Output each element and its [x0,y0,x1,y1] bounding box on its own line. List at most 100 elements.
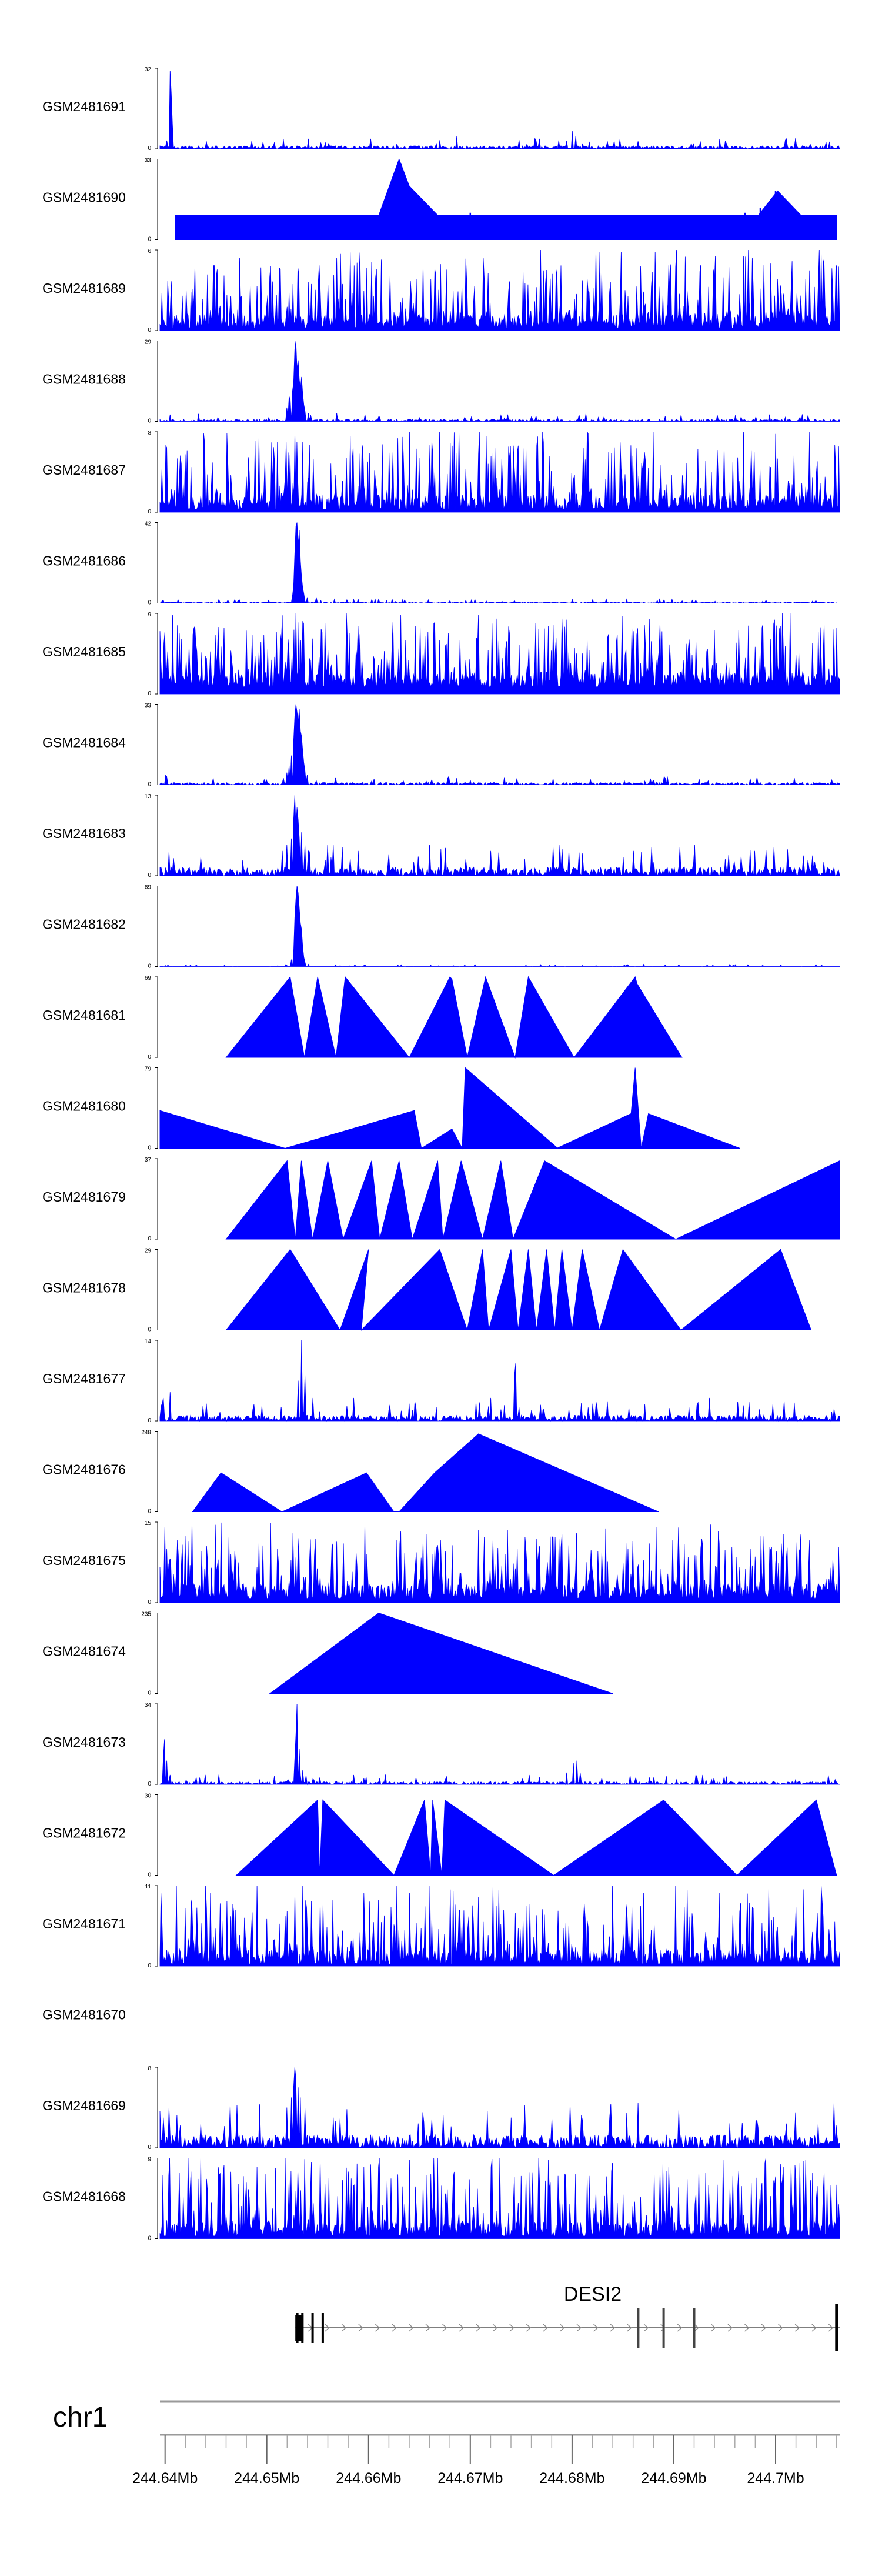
track-label-GSM2481671: GSM2481671 [42,1916,126,1931]
ymax-label-GSM2481673: 34 [145,1702,152,1709]
ymax-label-GSM2481687: 8 [148,430,151,436]
coverage-area-GSM2481684 [159,704,840,786]
gene-strand-arrow [643,2324,649,2332]
ymax-label-GSM2481676: 248 [141,1430,151,1436]
track-label-GSM2481668: GSM2481668 [42,2189,126,2204]
coverage-area-GSM2481681 [225,976,683,1059]
track-GSM2481676: GSM2481676 248 0 [42,1430,659,1515]
coverage-area-GSM2481673 [159,1703,840,1786]
gene-strand-arrow [610,2324,616,2332]
ymax-label-GSM2481675: 15 [145,1520,152,1527]
tick-label-5: 244.69Mb [641,2470,706,2487]
coverage-area-GSM2481683 [159,795,840,877]
gene-strand-arrow [425,2324,430,2332]
coverage-area-GSM2481682 [159,886,840,967]
gene-strand-arrow [694,2324,699,2332]
ymin-label-GSM2481682: 0 [148,963,151,970]
ymin-label-GSM2481683: 0 [148,872,151,879]
gene-strand-arrow [459,2324,465,2332]
coverage-area-GSM2481689 [159,249,840,331]
coverage-area-GSM2481687 [159,431,840,513]
gene-strand-arrow [627,2324,632,2332]
gene-exon-1 [301,2313,304,2343]
coverage-area-GSM2481676 [192,1433,659,1513]
track-GSM2481680: GSM2481680 79 0 [42,1066,740,1152]
gene-strand-arrow [543,2324,548,2332]
tick-label-3: 244.67Mb [437,2470,503,2487]
gene-strand-arrow [509,2324,514,2332]
track-GSM2481691: GSM2481691 32 0 [42,66,840,152]
gene-strand-arrow [576,2324,582,2332]
track-GSM2481668: GSM2481668 9 0 [42,2157,840,2242]
tick-label-6: 244.7Mb [747,2470,804,2487]
ymax-label-GSM2481686: 42 [145,521,152,528]
track-GSM2481687: GSM2481687 8 0 [42,430,840,515]
coverage-area-GSM2481672 [235,1799,837,1876]
ymin-label-GSM2481668: 0 [148,2235,151,2242]
track-label-GSM2481682: GSM2481682 [42,917,126,932]
gene-strand-arrow [492,2324,498,2332]
ymin-label-GSM2481688: 0 [148,418,151,425]
gene-strand-arrow [811,2324,817,2332]
coverage-area-GSM2481671 [159,1885,840,1967]
track-label-GSM2481690: GSM2481690 [42,190,126,205]
gene-strand-arrow [593,2324,599,2332]
gene-exon-6 [693,2308,696,2348]
gene-strand-arrow [476,2324,481,2332]
gene-strand-arrow [744,2324,750,2332]
track-GSM2481669: GSM2481669 8 0 [42,2066,840,2151]
track-GSM2481675: GSM2481675 15 0 [42,1520,840,1606]
track-label-GSM2481678: GSM2481678 [42,1280,126,1296]
tick-label-4: 244.68Mb [539,2470,604,2487]
gene-strand-arrow [358,2324,363,2332]
ymin-label-GSM2481671: 0 [148,1963,151,1969]
ymin-label-GSM2481689: 0 [148,327,151,333]
track-GSM2481678: GSM2481678 29 0 [42,1248,812,1333]
coverage-area-GSM2481674 [269,1612,613,1694]
gene-strand-arrow [341,2324,347,2332]
ymax-label-GSM2481671: 11 [145,1884,152,1890]
track-label-GSM2481680: GSM2481680 [42,1099,126,1114]
gene-strand-arrow [526,2324,532,2332]
gene-strand-arrow [660,2324,666,2332]
ymin-label-GSM2481684: 0 [148,782,151,788]
track-label-GSM2481674: GSM2481674 [42,1644,126,1659]
ymax-label-GSM2481677: 14 [145,1339,152,1345]
track-GSM2481686: GSM2481686 42 0 [42,521,840,606]
ymin-label-GSM2481686: 0 [148,600,151,606]
ymin-label-GSM2481677: 0 [148,1417,151,1424]
track-label-GSM2481669: GSM2481669 [42,2098,126,2113]
ymax-label-GSM2481689: 6 [148,248,151,255]
ymax-label-GSM2481681: 69 [145,975,152,982]
ymax-label-GSM2481690: 33 [145,158,152,164]
ymax-label-GSM2481672: 30 [145,1793,152,1800]
ymin-label-GSM2481679: 0 [148,1236,151,1242]
track-GSM2481670: GSM2481670 [42,2007,126,2023]
coverage-area-GSM2481690 [175,158,837,240]
ymin-label-GSM2481675: 0 [148,1599,151,1606]
track-GSM2481679: GSM2481679 37 0 [42,1157,840,1242]
track-label-GSM2481676: GSM2481676 [42,1462,126,1477]
track-label-GSM2481679: GSM2481679 [42,1189,126,1204]
track-label-GSM2481670: GSM2481670 [42,2007,126,2023]
coverage-area-GSM2481691 [159,71,840,150]
track-GSM2481689: GSM2481689 6 0 [42,248,840,333]
tick-label-1: 244.65Mb [234,2470,299,2487]
gene-strand-arrow [409,2324,414,2332]
ymin-label-GSM2481669: 0 [148,2144,151,2151]
track-label-GSM2481673: GSM2481673 [42,1734,126,1750]
track-label-GSM2481687: GSM2481687 [42,462,126,478]
gene-strand-arrow [778,2324,783,2332]
gene-exon-5 [662,2308,665,2348]
ymin-label-GSM2481687: 0 [148,509,151,515]
gene-strand-arrow [442,2324,447,2332]
track-label-GSM2481685: GSM2481685 [42,644,126,659]
gene-strand-arrow [375,2324,380,2332]
coverage-area-GSM2481680 [159,1067,740,1150]
ymin-label-GSM2481674: 0 [148,1690,151,1697]
ymin-label-GSM2481678: 0 [148,1327,151,1333]
gene-strand-arrow [727,2324,733,2332]
gene-strand-arrow [828,2324,834,2332]
ymax-label-GSM2481684: 33 [145,703,152,709]
track-GSM2481682: GSM2481682 69 0 [42,885,840,970]
